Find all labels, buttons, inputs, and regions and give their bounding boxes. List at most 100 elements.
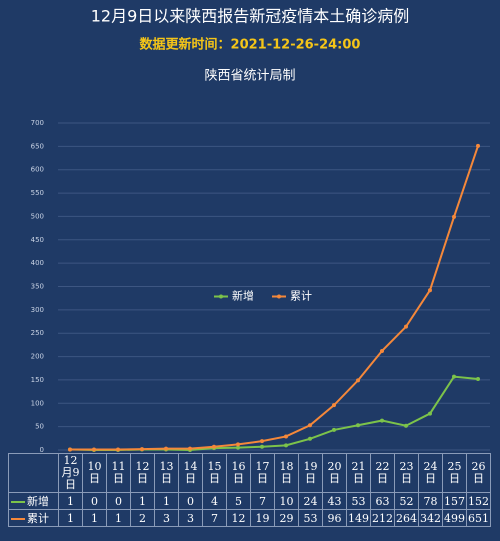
table-value: 0 [178, 492, 203, 510]
table-value: 53 [298, 509, 323, 527]
y-tick-label: 350 [31, 283, 44, 291]
table-value: 0 [82, 492, 107, 510]
series-name: 累计 [27, 512, 49, 525]
point [332, 427, 336, 432]
table-value: 7 [250, 492, 275, 510]
point [140, 447, 144, 452]
table-value: 29 [274, 509, 299, 527]
y-tick-label: 400 [31, 259, 44, 267]
table-corner [8, 453, 59, 493]
table-value: 499 [442, 509, 467, 527]
point [404, 324, 408, 329]
table-value: 12 [226, 509, 251, 527]
y-tick-label: 650 [31, 142, 44, 150]
point [452, 214, 456, 219]
y-tick-label: 200 [31, 353, 44, 361]
table-value: 2 [130, 509, 155, 527]
x-tick-label: 26日 [466, 453, 491, 493]
table-value: 10 [274, 492, 299, 510]
point [356, 423, 360, 428]
table-value: 1 [106, 509, 131, 527]
chart-subtitle: 数据更新时间：2021-12-26-24:00 [140, 37, 361, 53]
y-tick-label: 450 [31, 236, 44, 244]
y-tick-label: 500 [31, 212, 44, 220]
table-value: 152 [466, 492, 491, 510]
table-row: 新增 1 0 0 1 1 0 4 5 7 10 24 43 53 63 52 78 157 152 [8, 492, 491, 510]
x-tick-label: 13日 [154, 453, 179, 493]
point [284, 434, 288, 439]
x-tick-label: 20日 [322, 453, 347, 493]
x-tick-label: 21日 [346, 453, 371, 493]
table-value: 1 [130, 492, 155, 510]
point [476, 143, 480, 148]
point [68, 447, 72, 452]
table-value: 19 [250, 509, 275, 527]
point [188, 446, 192, 451]
table-value: 53 [346, 492, 371, 510]
point [404, 423, 408, 428]
y-tick-label: 550 [31, 189, 44, 197]
table-value: 4 [202, 492, 227, 510]
table-value: 3 [178, 509, 203, 527]
series-line [70, 145, 479, 451]
point [356, 378, 360, 383]
y-tick-label: 300 [31, 306, 44, 314]
table-value: 7 [202, 509, 227, 527]
y-tick-label: 0 [40, 446, 44, 454]
chart-source: 陕西省统计局制 [204, 69, 295, 84]
table-value: 78 [418, 492, 443, 510]
x-tick-label: 12月9日 [58, 453, 83, 493]
x-tick-label: 23日 [394, 453, 419, 493]
x-tick-label: 18日 [274, 453, 299, 493]
x-tick-label: 11日 [106, 453, 131, 493]
point [428, 411, 432, 416]
x-tick-label: 22日 [370, 453, 395, 493]
y-tick-label: 250 [31, 329, 44, 337]
x-tick-label: 16日 [226, 453, 251, 493]
x-tick-label: 10日 [82, 453, 107, 493]
point [308, 436, 312, 441]
table-value: 212 [370, 509, 395, 527]
point [476, 376, 480, 381]
table-value: 149 [346, 509, 371, 527]
x-tick-label: 17日 [250, 453, 275, 493]
point [380, 418, 384, 423]
legend-marker [11, 501, 25, 503]
point [452, 374, 456, 379]
table-value: 1 [58, 492, 83, 510]
table-value: 1 [154, 492, 179, 510]
table-row: 12月9日 10日 11日 12日 13日 14日 15日 16日 17日 18日 19日 20日 21… [8, 453, 491, 493]
y-tick-label: 150 [31, 376, 44, 384]
y-tick-label: 700 [31, 119, 44, 127]
table-value: 5 [226, 492, 251, 510]
legend-dot [277, 294, 281, 299]
y-tick-label: 50 [35, 423, 44, 431]
point [116, 447, 120, 452]
legend-label: 累计 [290, 290, 312, 303]
point [236, 442, 240, 447]
chart-title: 12月9日以来陕西报告新冠疫情本土确诊病例 [91, 7, 410, 26]
table-value: 63 [370, 492, 395, 510]
x-tick-label: 25日 [442, 453, 467, 493]
table-value: 24 [298, 492, 323, 510]
point [236, 445, 240, 450]
point [284, 443, 288, 448]
point [260, 444, 264, 449]
table-value: 0 [106, 492, 131, 510]
y-tick-label: 100 [31, 399, 44, 407]
point [212, 444, 216, 449]
legend-dot [219, 294, 223, 299]
table-value: 1 [58, 509, 83, 527]
table-value: 651 [466, 509, 491, 527]
x-tick-label: 24日 [418, 453, 443, 493]
point [308, 423, 312, 428]
series-name: 新增 [27, 495, 49, 508]
table-value: 52 [394, 492, 419, 510]
point [428, 288, 432, 293]
x-tick-label: 15日 [202, 453, 227, 493]
x-tick-label: 12日 [130, 453, 155, 493]
y-tick-label: 600 [31, 166, 44, 174]
x-tick-label: 14日 [178, 453, 203, 493]
